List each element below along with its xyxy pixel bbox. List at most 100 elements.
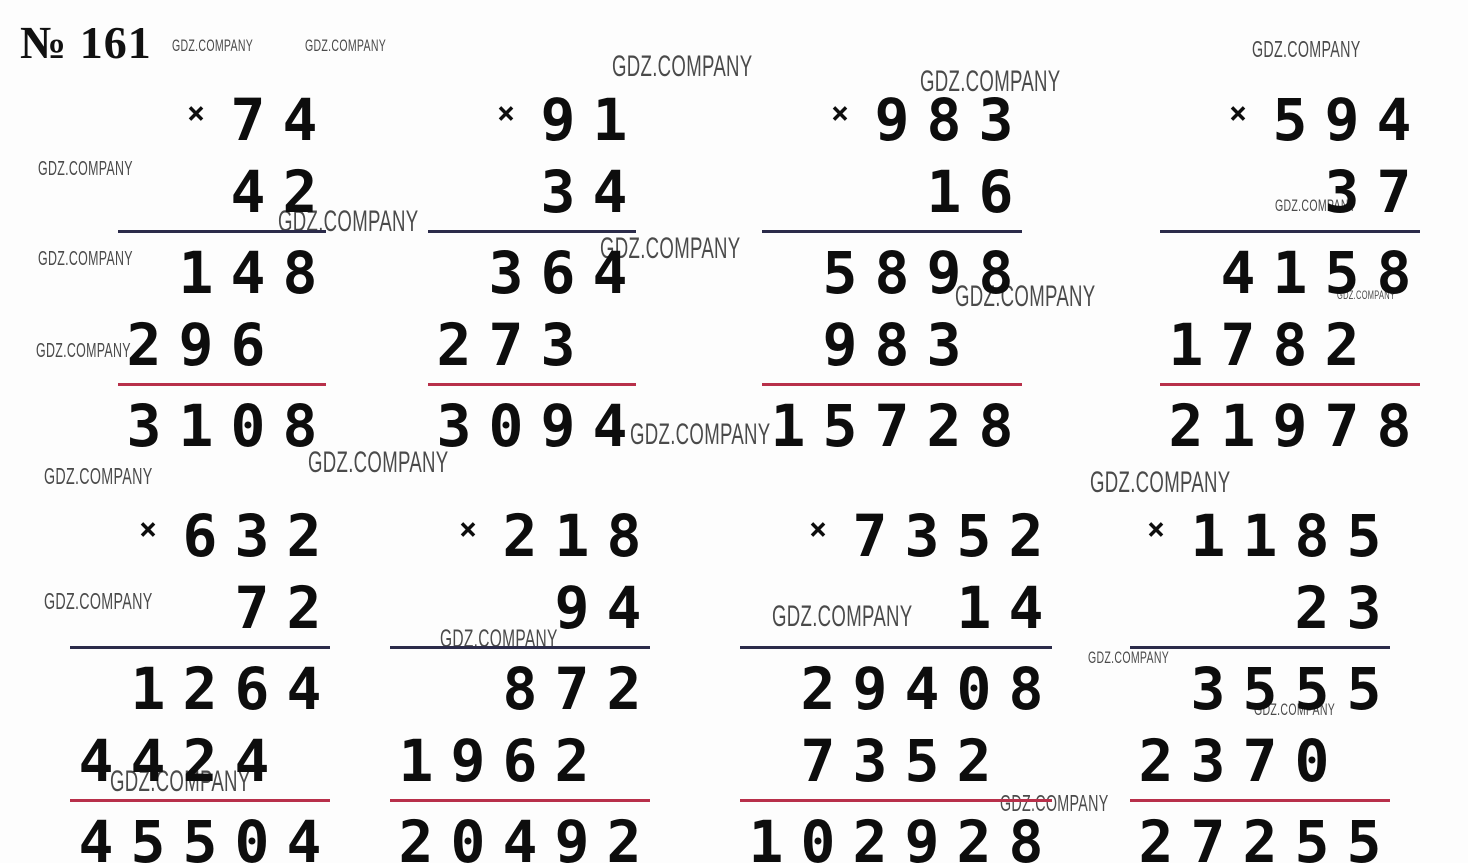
digit: 9 [904, 808, 940, 863]
digit: 9 [926, 239, 962, 307]
digit: 8 [978, 239, 1014, 307]
problem-3: 0×9830001605898098315728 [762, 84, 1022, 462]
digit: 0 [956, 655, 992, 723]
problem-8: ×11850002303555237027255 [1130, 500, 1390, 863]
digit: 2 [1294, 574, 1330, 642]
sum-rule [1160, 383, 1420, 386]
digit: 7 [1324, 392, 1360, 460]
digit: 5 [1346, 808, 1382, 863]
digit: 5 [1294, 655, 1330, 723]
multiply-rule [1160, 230, 1420, 233]
digit: 0 [230, 392, 266, 460]
digit: 2 [1324, 311, 1360, 379]
calc-row: 00094 [390, 572, 650, 644]
digit: 4 [1220, 239, 1256, 307]
digit: 2 [956, 727, 992, 795]
calc-row: 0042 [118, 156, 326, 228]
digit: 7 [1190, 808, 1226, 863]
digit: 5 [182, 808, 218, 863]
digit: 0 [450, 808, 486, 863]
multiply-icon: × [808, 512, 828, 547]
digit: 2 [182, 655, 218, 723]
digit: 2 [852, 808, 888, 863]
digit: 2 [800, 655, 836, 723]
digit: 2 [436, 311, 472, 379]
partial-product-row: 04158 [1160, 237, 1420, 309]
digit: 4 [282, 86, 318, 154]
digit: 1 [1168, 311, 1204, 379]
digit: 6 [540, 239, 576, 307]
digit: 7 [1220, 311, 1256, 379]
watermark: GDZ.COMPANY [630, 418, 771, 451]
digit: 4 [286, 808, 322, 863]
digit: 9 [540, 392, 576, 460]
digit: 1 [1242, 502, 1278, 570]
digit: 1 [554, 502, 590, 570]
partial-product-row: 05898 [762, 237, 1022, 309]
digit: 3 [540, 158, 576, 226]
digit: 5 [822, 239, 858, 307]
partial-product-row: 00872 [390, 653, 650, 725]
digit: 3 [1324, 158, 1360, 226]
calc-row: 00037 [1160, 156, 1420, 228]
digit: 7 [230, 86, 266, 154]
digit: 2 [502, 502, 538, 570]
digit: 2 [1242, 808, 1278, 863]
digit: 5 [1324, 239, 1360, 307]
digit: 0 [488, 392, 524, 460]
digit: 3 [904, 502, 940, 570]
digit: 4 [904, 655, 940, 723]
digit: 8 [978, 392, 1014, 460]
problem-4: 0×5940003704158178221978 [1160, 84, 1420, 462]
digit: 7 [488, 311, 524, 379]
digit: 5 [956, 502, 992, 570]
digit: 1 [1272, 239, 1308, 307]
multiply-icon: × [458, 512, 478, 547]
digit: 3 [234, 502, 270, 570]
digit: 4 [1008, 574, 1044, 642]
digit: 3 [978, 86, 1014, 154]
digit: 8 [1008, 808, 1044, 863]
sum-rule [118, 383, 326, 386]
digit: 4 [78, 808, 114, 863]
digit: 3 [488, 239, 524, 307]
digit: 9 [554, 574, 590, 642]
digit: 4 [78, 727, 114, 795]
sum-rule [740, 799, 1052, 802]
partial-product-row: 0364 [428, 237, 636, 309]
digit: 5 [904, 727, 940, 795]
multiply-rule [390, 646, 650, 649]
digit: 2 [554, 727, 590, 795]
sum-rule [1130, 799, 1390, 802]
digit: 3 [540, 311, 576, 379]
calc-row: 0×983 [762, 84, 1022, 156]
multiply-icon: × [830, 96, 850, 131]
digit: 9 [178, 311, 214, 379]
digit: 7 [554, 655, 590, 723]
problem-7: 0×735200001402940807352102928 [740, 500, 1052, 863]
digit: 5 [1242, 655, 1278, 723]
multiply-icon: × [496, 96, 516, 131]
watermark: GDZ.COMPANY [612, 50, 753, 83]
digit: 7 [874, 392, 910, 460]
digit: 8 [926, 86, 962, 154]
digit: 5 [1346, 502, 1382, 570]
digit: 3 [1346, 574, 1382, 642]
digit: 2 [1138, 808, 1174, 863]
multiply-rule [740, 646, 1052, 649]
digit: 8 [874, 239, 910, 307]
digit: 1 [592, 86, 628, 154]
digit: 1 [1220, 392, 1256, 460]
partial-product-row: 01264 [70, 653, 330, 725]
digit: 5 [1346, 655, 1382, 723]
digit: 5 [130, 808, 166, 863]
digit: 8 [1272, 311, 1308, 379]
watermark: GDZ.COMPANY [305, 36, 387, 55]
